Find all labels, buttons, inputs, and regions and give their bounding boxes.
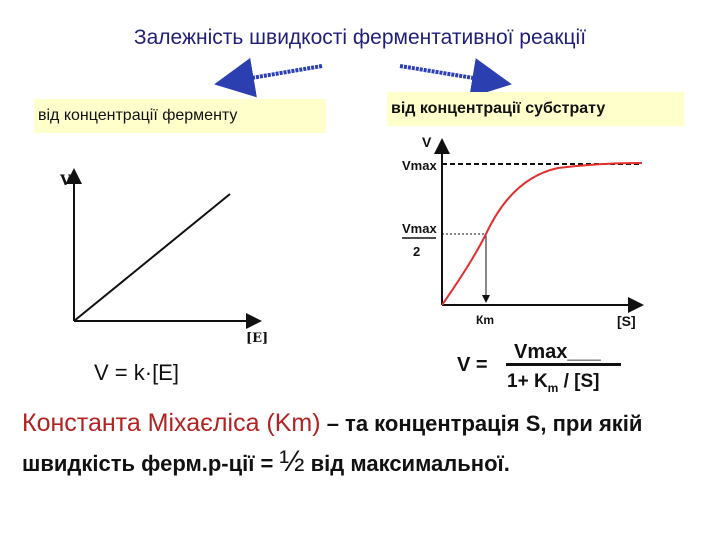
km-definition: Константа Міхаєліса (Km) – та концентрац…: [22, 404, 712, 483]
km-label: Кm: [476, 313, 494, 327]
left-x-label: [E]: [246, 331, 268, 346]
denominator-subscript: m: [547, 380, 559, 395]
definition-text-a: та концентрація S, при якій швидкість фе…: [22, 411, 643, 476]
left-y-label: V: [59, 173, 72, 189]
enzyme-concentration-box: від концентрації ферменту: [34, 99, 326, 133]
mm-formula-denominator: 1+ Km / [S]: [507, 371, 600, 395]
right-x-label: [S]: [617, 313, 636, 329]
mm-formula-bar: [506, 363, 621, 366]
denominator-part-b: / [S]: [558, 371, 600, 392]
page-title: Залежність швидкості ферментативної реак…: [133, 26, 587, 49]
definition-text-b: від максимальної.: [304, 451, 510, 476]
definition-dash: –: [320, 411, 346, 436]
half-vmax-den: 2: [413, 244, 420, 259]
arrow-right: [399, 58, 512, 98]
half-vmax-num: Vmax: [402, 221, 437, 236]
half-symbol: ½: [279, 445, 305, 478]
denominator-part-a: 1+ K: [507, 371, 548, 392]
substrate-concentration-box: від концентрації субстрату: [387, 92, 684, 126]
mm-formula-numerator: Vmax___: [514, 341, 601, 363]
vmax-label: Vmax: [402, 158, 437, 173]
arrow-left: [214, 57, 323, 98]
michaelis-menten-curve: [441, 162, 643, 306]
linear-formula: V = k·[E]: [94, 360, 179, 385]
left-linear-line: [73, 193, 231, 322]
mm-formula-v: V =: [457, 354, 488, 376]
right-y-label: V: [422, 134, 432, 150]
km-term: Константа Міхаєліса (Km): [22, 409, 321, 437]
